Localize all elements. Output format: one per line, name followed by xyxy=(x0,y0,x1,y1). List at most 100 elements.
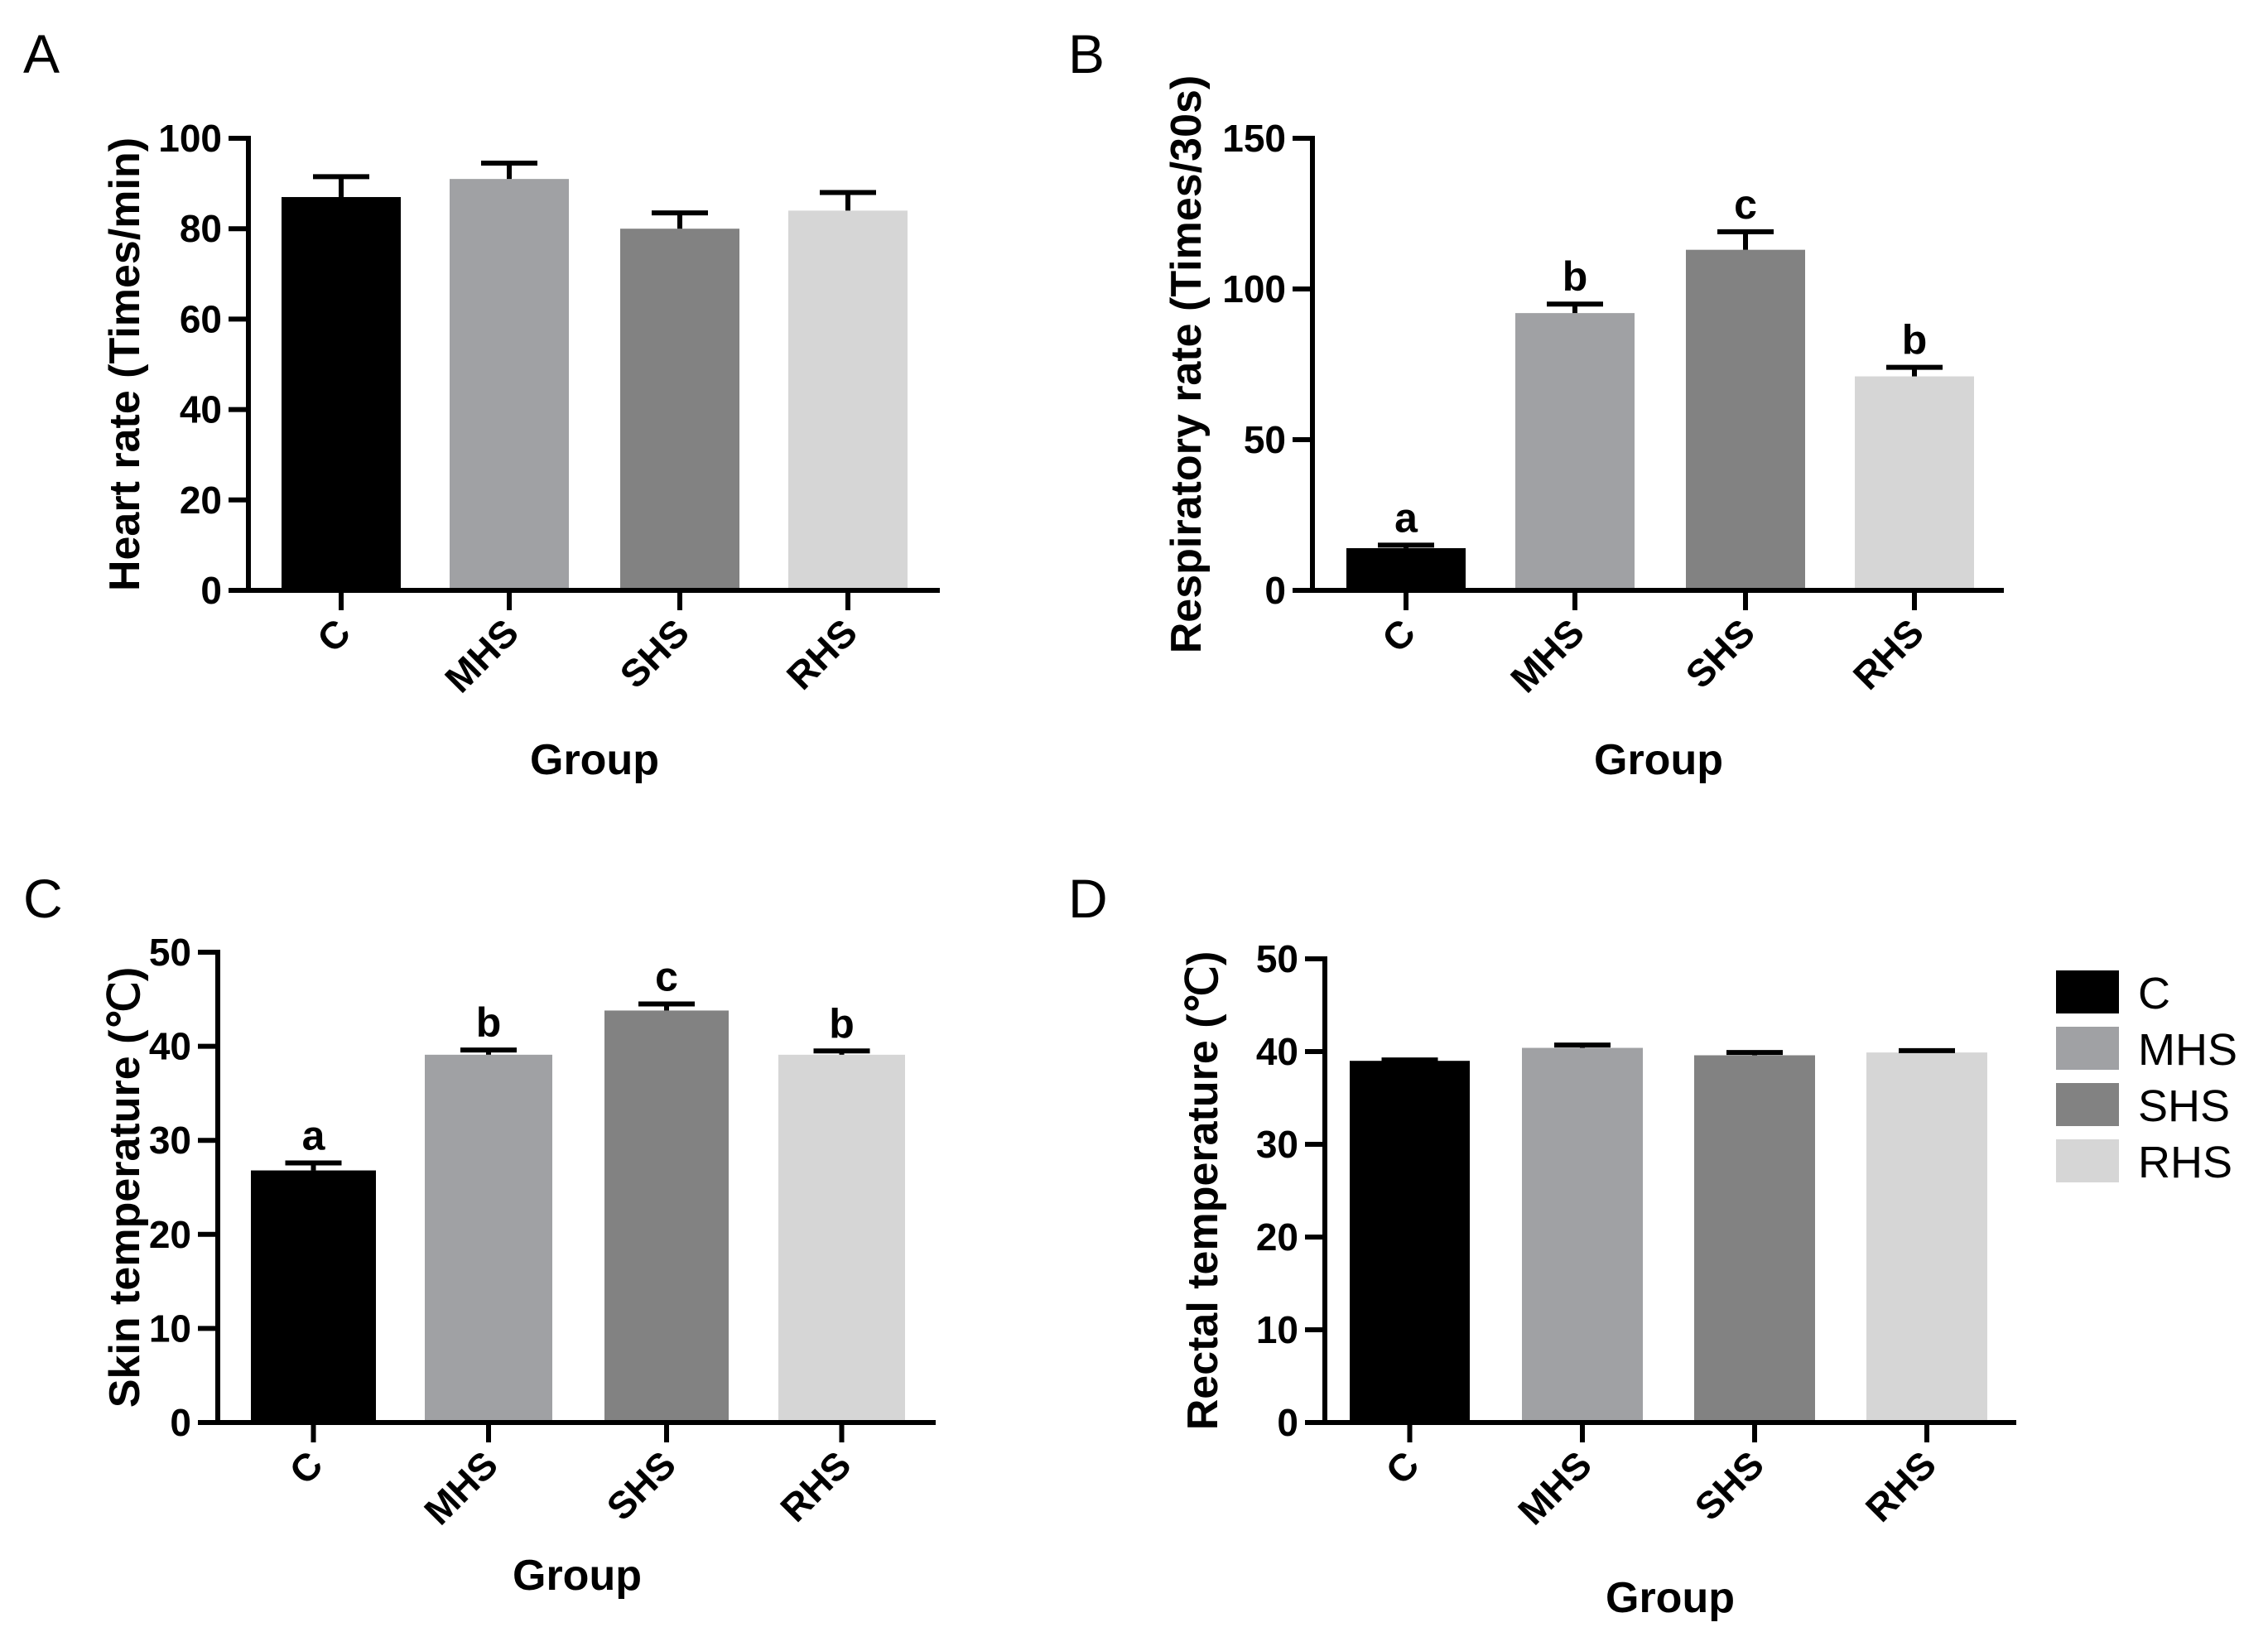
bar-b-c xyxy=(1346,548,1466,590)
x-tick-label-d-shs: SHS xyxy=(1686,1442,1772,1528)
bar-d-mhs xyxy=(1522,1047,1643,1423)
x-tick-label-d-mhs: MHS xyxy=(1510,1442,1600,1533)
bar-d-shs xyxy=(1694,1055,1815,1423)
bar-c-c xyxy=(251,1170,376,1423)
y-tick-label-d-50: 50 xyxy=(1256,937,1298,980)
y-tick-label-d-0: 0 xyxy=(1277,1401,1298,1444)
sig-label-c-shs: c xyxy=(655,953,678,999)
error-bar-b-rhs xyxy=(1886,364,1943,377)
error-bar-d-c xyxy=(1381,1057,1438,1063)
error-bar-a-rhs xyxy=(820,190,876,211)
error-bar-d-mhs xyxy=(1554,1042,1611,1048)
panel-d-letter: D xyxy=(1068,868,1108,929)
panel-c-letter: C xyxy=(23,868,63,929)
y-tick-label-a-40: 40 xyxy=(180,388,222,431)
legend-label-mhs: MHS xyxy=(2138,1025,2237,1075)
sig-label-b-shs: c xyxy=(1734,181,1757,228)
y-tick-label-a-80: 80 xyxy=(180,207,222,250)
x-axis-title-c: Group xyxy=(513,1552,642,1600)
x-tick-label-a-mhs: MHS xyxy=(436,610,527,700)
bar-a-mhs xyxy=(450,179,569,590)
bar-a-rhs xyxy=(788,210,908,591)
x-tick-label-d-c: C xyxy=(1377,1442,1427,1492)
x-tick-label-b-shs: SHS xyxy=(1677,610,1763,696)
y-tick-label-a-20: 20 xyxy=(180,479,222,522)
x-tick-label-b-rhs: RHS xyxy=(1845,610,1932,697)
y-tick-label-b-0: 0 xyxy=(1264,569,1286,612)
legend-label-shs: SHS xyxy=(2138,1081,2230,1131)
panel-b-letter: B xyxy=(1068,23,1105,84)
sig-label-c-mhs: b xyxy=(476,999,502,1046)
error-bar-c-c xyxy=(285,1160,342,1171)
legend-swatch-shs xyxy=(2056,1083,2119,1126)
legend-label-c: C xyxy=(2138,969,2170,1018)
y-tick-label-c-10: 10 xyxy=(149,1307,191,1350)
y-tick-label-a-60: 60 xyxy=(180,297,222,340)
y-tick-label-a-0: 0 xyxy=(200,569,222,612)
error-bar-b-c xyxy=(1378,542,1434,549)
panel-a: A 0 20 40 60 80 100 C MHS SHS RHS Group Heart rate … xyxy=(23,23,940,784)
bar-a-c xyxy=(282,196,401,591)
x-tick-label-a-c: C xyxy=(309,610,359,660)
plot-a: 0 20 40 60 80 100 C MHS SHS RHS Group Heart rate (T… xyxy=(101,117,940,784)
y-tick-label-c-40: 40 xyxy=(149,1025,191,1068)
error-bar-d-shs xyxy=(1726,1050,1783,1056)
sig-label-c-rhs: b xyxy=(829,1000,855,1047)
y-axis-title-d: Rectal temperature (℃) xyxy=(1179,951,1227,1431)
y-tick-label-d-40: 40 xyxy=(1256,1030,1298,1073)
panel-d: D 0 10 20 30 40 50 C MHS SHS RHS Group Rectal tempe… xyxy=(1068,868,2016,1622)
legend-swatch-c xyxy=(2056,970,2119,1013)
bar-c-shs xyxy=(604,1010,729,1423)
x-tick-label-c-mhs: MHS xyxy=(416,1442,506,1533)
sig-label-c-c: a xyxy=(302,1112,326,1158)
bar-d-rhs xyxy=(1866,1052,1987,1423)
error-bar-a-shs xyxy=(652,210,708,229)
x-tick-label-c-c: C xyxy=(281,1442,330,1492)
sig-label-b-mhs: b xyxy=(1563,253,1588,300)
error-bar-b-shs xyxy=(1717,229,1774,250)
bar-d-c xyxy=(1350,1061,1470,1423)
y-tick-label-b-50: 50 xyxy=(1244,418,1286,461)
y-tick-label-d-20: 20 xyxy=(1256,1216,1298,1259)
bar-b-rhs xyxy=(1855,376,1974,590)
y-tick-label-d-30: 30 xyxy=(1256,1123,1298,1166)
x-tick-label-a-rhs: RHS xyxy=(778,610,865,697)
plot-c: a b c b 0 10 20 30 40 50 C MHS SHS RHS Group Skin tempe… xyxy=(101,931,936,1600)
x-tick-label-a-shs: SHS xyxy=(611,610,697,696)
x-tick-label-c-shs: SHS xyxy=(598,1442,684,1528)
plot-d: 0 10 20 30 40 50 C MHS SHS RHS Group Rectal tempera… xyxy=(1179,937,2016,1622)
y-tick-label-a-100: 100 xyxy=(158,117,222,160)
error-bar-a-c xyxy=(313,174,369,197)
error-bar-c-shs xyxy=(638,1001,695,1011)
x-tick-label-d-rhs: RHS xyxy=(1857,1442,1944,1529)
error-bar-c-mhs xyxy=(460,1047,517,1055)
legend-swatch-rhs xyxy=(2056,1139,2119,1182)
y-tick-label-c-50: 50 xyxy=(149,931,191,974)
legend-label-rhs: RHS xyxy=(2138,1138,2232,1187)
panel-b: B a b c b 0 50 100 150 C MHS SHS RHS Group Respirator… xyxy=(1068,23,2004,784)
bar-c-mhs xyxy=(425,1054,552,1423)
y-tick-label-c-20: 20 xyxy=(149,1213,191,1256)
y-tick-label-c-0: 0 xyxy=(170,1401,191,1444)
legend: C MHS SHS RHS xyxy=(2056,969,2237,1187)
y-tick-label-d-10: 10 xyxy=(1256,1308,1298,1351)
error-bar-b-mhs xyxy=(1547,301,1603,314)
panel-c: C a b c b 0 10 20 30 40 50 C MHS SHS RHS Group Skin tem… xyxy=(23,868,936,1600)
x-tick-label-b-c: C xyxy=(1374,610,1423,660)
x-axis-title-a: Group xyxy=(530,736,659,784)
sig-label-b-rhs: b xyxy=(1902,317,1928,363)
error-bar-a-mhs xyxy=(481,161,537,180)
y-tick-label-b-150: 150 xyxy=(1222,117,1286,160)
bar-c-rhs xyxy=(778,1054,905,1423)
legend-swatch-mhs xyxy=(2056,1027,2119,1070)
bar-a-shs xyxy=(620,229,739,590)
x-axis-title-d: Group xyxy=(1606,1574,1735,1622)
y-tick-label-c-30: 30 xyxy=(149,1119,191,1162)
y-axis-title-c: Skin temperature (℃) xyxy=(101,967,149,1408)
error-bar-d-rhs xyxy=(1899,1047,1955,1053)
bar-b-shs xyxy=(1686,249,1805,590)
y-axis-title-b: Respiratory rate (Times/30s) xyxy=(1163,75,1211,653)
x-tick-label-b-mhs: MHS xyxy=(1502,610,1592,700)
panel-a-letter: A xyxy=(23,23,60,84)
